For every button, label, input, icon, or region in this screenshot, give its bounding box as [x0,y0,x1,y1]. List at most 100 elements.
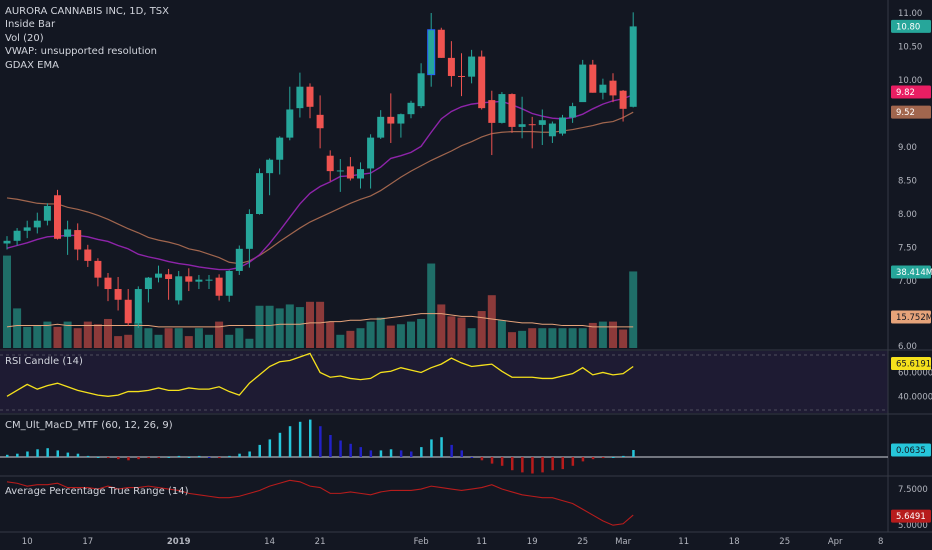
legend-vwap[interactable]: VWAP: unsupported resolution [5,46,157,58]
candle-body [589,64,597,93]
macd-bar [36,449,39,457]
volume-bar [366,321,375,348]
legend-gdax-ema[interactable]: GDAX EMA [5,59,59,71]
candle-body [357,169,364,179]
macd-bar [177,455,181,457]
macd-bar [531,457,534,474]
legend-inside-bar[interactable]: Inside Bar [5,19,56,31]
candle-body [346,166,354,179]
candle-body [13,230,21,241]
candle-body [94,260,102,278]
macd-bar [218,457,221,459]
price-tag: 9.52 [896,108,915,118]
candle-body [518,124,526,127]
volume-bar [43,321,52,348]
macd-bar [309,419,312,457]
volume-bar [417,318,426,348]
price-tags: 10.80 9.82 9.52 38.414M 15.752M 65.6191 0.0635… [891,19,932,523]
ema-fast [6,94,634,271]
rsi-last-tag-bg [891,357,931,370]
time-tick-label: 18 [729,537,740,547]
volume-bar [326,321,335,348]
candle-body [43,205,51,221]
macd-bar [86,455,90,457]
candle-body [559,117,566,134]
volume-bar [548,328,557,348]
rsi-last-tag: 65.6191 [896,360,931,370]
macd-bar [571,457,575,466]
candle-body [256,173,263,214]
candle-body [488,100,496,123]
macd-bar [511,457,514,471]
candle-body [54,195,61,239]
macd-bar [6,454,9,457]
price-tick-label: 9.00 [898,143,917,153]
volume-bar [588,322,597,348]
price-tick-label: 10.00 [898,76,922,86]
volume-bar [457,317,466,348]
volume-tag: 38.414M [896,268,932,278]
candle-body [377,116,385,138]
candle-body [316,114,324,129]
time-axis[interactable]: 10 17 2019 14 21 Feb 11 19 25 Mar 11 18 25 Apr 8 [22,537,884,547]
volume-bar [184,336,193,348]
price-tick-label: 8.50 [898,177,917,187]
volume-bar [619,329,628,348]
time-tick-label: Apr [828,537,843,547]
volume-bar [235,328,244,348]
volume-bar [255,305,264,348]
macd-bar [127,457,130,461]
indicator-panes [6,352,635,526]
ema-lines [6,94,634,271]
candle-body [609,80,617,96]
macd-bar [329,435,332,457]
volume-bar [578,328,587,348]
candle-body [498,94,506,123]
candle-body [508,94,516,127]
aptr-pane-label[interactable]: Average Percentage True Range (14) [5,486,189,497]
candle-body [447,57,455,76]
symbol-title[interactable]: AURORA CANNABIS INC, 1D, TSX [5,6,169,17]
macd-bar [521,457,524,473]
volume-bar [558,328,567,348]
macd-bar [500,457,504,466]
aptr-tick-label: 7.5000 [898,485,928,495]
candle-body [144,277,152,290]
macd-bar [369,450,373,457]
candle-body [336,170,344,172]
macd-last-tag-bg [891,443,931,457]
time-tick-label: 19 [527,537,538,547]
candle-body [266,159,274,174]
rsi-pane-label[interactable]: RSI Candle (14) [5,356,83,367]
macd-bar [622,455,625,457]
volume-bar [407,321,415,348]
price-tag-bg [891,105,931,119]
time-tick-label: 10 [22,537,33,547]
volume-bar [13,308,22,348]
macd-bar [379,450,383,457]
legend-vol[interactable]: Vol (20) [5,32,44,44]
candle-body [33,220,41,228]
candle-body [538,120,546,125]
volume-bar [154,334,163,348]
volume-bar [346,330,355,348]
volume-bar [144,328,153,348]
macd-bar [632,450,635,457]
candle-body [569,106,577,118]
time-tick-label: Mar [615,537,632,547]
macd-bar [228,455,231,457]
volume-bar [205,334,213,348]
volume-bar [518,330,527,348]
volume-bar [467,328,476,348]
volume-bar [265,305,274,348]
macd-bar [319,426,322,457]
volume-ma [6,313,634,328]
volume-ma-line [6,313,634,328]
macd-bar [541,457,544,473]
macd-pane-label[interactable]: CM_Ult_MacD_MTF (60, 12, 26, 9) [5,420,173,431]
macd-bar [389,449,393,457]
volume-bar [295,307,304,348]
macd-bar [561,457,564,470]
time-tick-label: 25 [779,537,790,547]
